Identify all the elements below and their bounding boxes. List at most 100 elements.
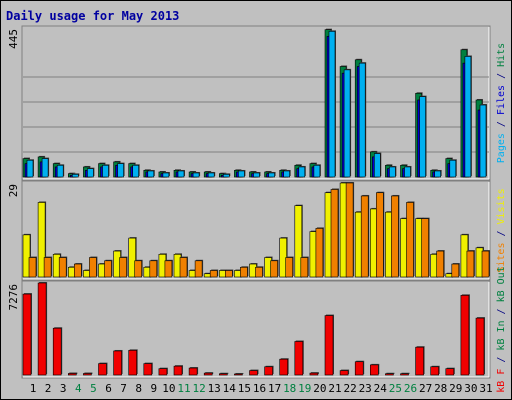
bar-bottom-kb-f-11 <box>173 365 183 376</box>
bar-bottom-kb-f-22 <box>339 370 349 376</box>
bar-bottom-kb-f-25 <box>385 373 394 376</box>
bar-top-pages-7 <box>117 163 124 178</box>
legend-top-item-2: Files <box>496 85 507 115</box>
bar-bottom-kb-f-28 <box>430 366 440 376</box>
x-tick-label-24: 24 <box>374 382 388 395</box>
x-tick-label-30: 30 <box>464 382 477 395</box>
y-max-label-top: 445 <box>7 29 20 49</box>
x-tick-label-20: 20 <box>313 382 326 395</box>
bar-top-pages-8 <box>132 164 139 178</box>
x-tick-label-31: 31 <box>479 382 492 395</box>
legend-middle-item-1: / <box>496 224 507 242</box>
bar-bottom-kb-f-19 <box>294 341 304 376</box>
bar-middle-visits-19 <box>294 205 303 278</box>
y-max-label-middle: 29 <box>7 184 20 197</box>
bar-bottom-kb-f-7 <box>113 350 122 376</box>
legend-top: Pages / Files / Hits <box>496 43 507 163</box>
x-tick-label-13: 13 <box>208 382 221 395</box>
legend-top-item-1: / <box>496 115 507 133</box>
bar-middle-sites-3 <box>58 257 67 278</box>
bar-middle-visits-8 <box>128 237 136 278</box>
bar-middle-sites-17 <box>270 260 278 278</box>
bar-middle-sites-29 <box>451 263 460 278</box>
bar-bottom-kb-f-1 <box>22 293 32 376</box>
bar-bottom-kb-f-18 <box>279 358 289 376</box>
bar-top-pages-2 <box>41 158 49 178</box>
legend-bottom-item-4: kB Out <box>496 266 507 302</box>
bar-top-pages-26 <box>404 166 411 178</box>
bar-middle-sites-20 <box>315 228 324 278</box>
bar-top-pages-20 <box>313 164 321 178</box>
bar-bottom-kb-f-17 <box>264 366 273 376</box>
bar-top-pages-27 <box>419 96 426 178</box>
x-tick-label-4: 4 <box>75 382 82 395</box>
x-tick-label-25: 25 <box>389 382 402 395</box>
bar-bottom-kb-f-3 <box>52 327 62 376</box>
bar-middle-sites-28 <box>436 250 445 278</box>
bar-middle-sites-19 <box>300 257 309 278</box>
bar-middle-sites-18 <box>285 257 294 278</box>
x-tick-label-17: 17 <box>268 382 281 395</box>
bar-middle-sites-27 <box>421 218 429 278</box>
legend-top-item-4: Hits <box>496 43 507 67</box>
panel-bottom <box>21 280 491 379</box>
bar-top-pages-24 <box>373 153 381 178</box>
legend-bottom-item-1: / <box>496 351 507 369</box>
bar-shadow-bottom-kb-f-14 <box>220 372 229 374</box>
bar-top-pages-1 <box>26 159 34 178</box>
y-max-label-bottom: 7276 <box>7 284 20 311</box>
bar-middle-sites-11 <box>179 257 188 278</box>
bar-bottom-kb-f-12 <box>188 367 198 376</box>
bar-middle-sites-7 <box>119 257 127 278</box>
bar-top-pages-4 <box>72 174 79 178</box>
legend-bottom-item-2: kB In <box>496 320 507 350</box>
bar-middle-sites-30 <box>466 250 475 278</box>
x-tick-label-8: 8 <box>135 382 142 395</box>
panel-top <box>21 25 491 181</box>
x-tick-label-28: 28 <box>434 382 447 395</box>
legend-bottom: kB F / kB In / kB Out <box>496 266 507 392</box>
bar-bottom-kb-f-24 <box>369 364 379 376</box>
x-tick-label-16: 16 <box>253 382 266 395</box>
bar-bottom-kb-f-9 <box>143 363 153 376</box>
legend-top-item-3: / <box>496 67 507 85</box>
bar-top-pages-28 <box>434 170 442 178</box>
bar-bottom-kb-f-14 <box>219 373 228 376</box>
bar-bottom-kb-f-10 <box>158 368 168 376</box>
bar-bottom-kb-f-5 <box>83 373 92 376</box>
bar-bottom-kb-f-23 <box>354 361 364 376</box>
bar-middle-sites-9 <box>149 260 158 278</box>
bar-bottom-kb-f-13 <box>203 372 213 376</box>
x-tick-label-29: 29 <box>449 382 462 395</box>
x-tick-label-19: 19 <box>298 382 311 395</box>
bar-bottom-kb-f-29 <box>445 368 455 376</box>
bar-middle-sites-21 <box>330 189 339 278</box>
bar-bottom-kb-f-26 <box>400 373 409 376</box>
x-tick-label-22: 22 <box>343 382 356 395</box>
bar-top-pages-11 <box>177 170 185 178</box>
bar-top-pages-17 <box>268 172 275 178</box>
bar-shadow-bottom-kb-f-26 <box>401 372 410 374</box>
bar-middle-sites-8 <box>134 260 142 278</box>
legend-middle: Sites / Visits <box>496 188 507 272</box>
bar-top-pages-31 <box>479 104 487 178</box>
bar-top-pages-25 <box>389 166 396 178</box>
x-tick-label-21: 21 <box>328 382 341 395</box>
x-tick-label-18: 18 <box>283 382 296 395</box>
legend-bottom-item-3: / <box>496 302 507 320</box>
bar-bottom-kb-f-20 <box>309 372 319 376</box>
bar-bottom-kb-f-31 <box>475 317 485 376</box>
legend-bottom-item-0: kB F <box>496 369 507 393</box>
bar-top-pages-18 <box>283 170 291 178</box>
bar-middle-sites-15 <box>240 266 248 278</box>
bar-middle-sites-5 <box>89 257 97 278</box>
legend-middle-item-2: Visits <box>496 188 507 224</box>
x-tick-label-3: 3 <box>60 382 67 395</box>
bar-top-pages-13 <box>207 172 215 178</box>
bar-top-pages-14 <box>223 174 230 178</box>
bar-bottom-kb-f-30 <box>460 295 470 376</box>
bar-top-pages-10 <box>162 172 170 178</box>
bar-middle-sites-16 <box>255 266 263 278</box>
bar-bottom-kb-f-27 <box>415 346 424 376</box>
